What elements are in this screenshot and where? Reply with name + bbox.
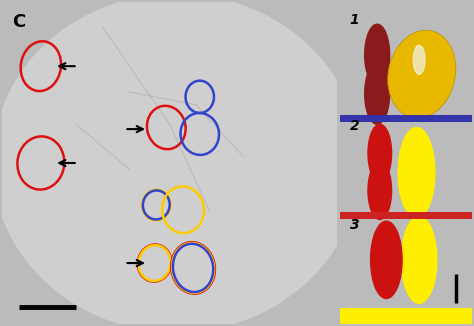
Ellipse shape bbox=[388, 30, 456, 118]
Circle shape bbox=[368, 161, 392, 219]
Circle shape bbox=[368, 124, 392, 182]
Circle shape bbox=[365, 63, 390, 124]
Bar bbox=[340, 115, 472, 122]
Circle shape bbox=[398, 127, 435, 218]
Circle shape bbox=[401, 216, 437, 304]
Text: 1: 1 bbox=[350, 13, 359, 27]
Bar bbox=[340, 308, 472, 324]
Text: C: C bbox=[12, 13, 26, 31]
Bar bbox=[340, 212, 472, 219]
Circle shape bbox=[365, 24, 390, 85]
Circle shape bbox=[371, 221, 402, 299]
Ellipse shape bbox=[0, 0, 360, 326]
Circle shape bbox=[413, 45, 425, 74]
Text: 2: 2 bbox=[350, 119, 359, 133]
Text: 3: 3 bbox=[350, 218, 359, 232]
